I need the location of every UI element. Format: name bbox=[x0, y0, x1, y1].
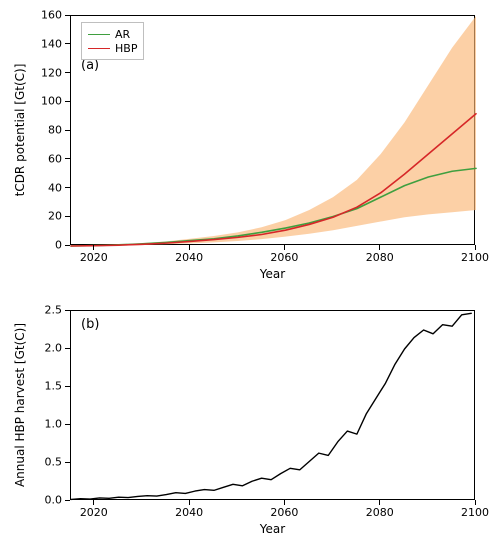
panel-b: (b) bbox=[70, 310, 475, 500]
panel-b-xlabel: Year bbox=[260, 522, 285, 536]
x-tick bbox=[93, 500, 94, 505]
panel-b-ylabel: Annual HBP harvest [Gt(C)] bbox=[13, 323, 27, 487]
x-tick bbox=[93, 245, 94, 250]
panel-a-legend: ARHBP bbox=[81, 22, 144, 60]
panel-a-ylabel: tCDR potential [Gt(C)] bbox=[13, 60, 27, 200]
y-tick bbox=[65, 130, 70, 131]
x-tick bbox=[475, 245, 476, 250]
x-tick bbox=[189, 245, 190, 250]
y-tick-label: 60 bbox=[32, 153, 62, 164]
legend-label: AR bbox=[115, 28, 130, 41]
legend-swatch bbox=[88, 34, 110, 35]
y-tick-label: 40 bbox=[32, 182, 62, 193]
legend-swatch bbox=[88, 48, 110, 49]
panel-a: (a) ARHBP bbox=[70, 15, 475, 245]
y-tick bbox=[65, 158, 70, 159]
x-tick bbox=[475, 500, 476, 505]
y-tick-label: 80 bbox=[32, 125, 62, 136]
x-tick-label: 2040 bbox=[175, 252, 203, 263]
y-tick bbox=[65, 310, 70, 311]
x-tick bbox=[379, 500, 380, 505]
y-tick bbox=[65, 216, 70, 217]
x-tick bbox=[379, 245, 380, 250]
x-tick-label: 2100 bbox=[461, 252, 489, 263]
x-tick-label: 2080 bbox=[366, 507, 394, 518]
y-tick-label: 2.0 bbox=[32, 343, 62, 354]
x-tick-label: 2020 bbox=[80, 252, 108, 263]
y-tick bbox=[65, 348, 70, 349]
y-tick bbox=[65, 43, 70, 44]
y-tick-label: 120 bbox=[32, 67, 62, 78]
x-tick-label: 2060 bbox=[270, 507, 298, 518]
y-tick-label: 0 bbox=[32, 240, 62, 251]
y-tick bbox=[65, 424, 70, 425]
x-tick-label: 2080 bbox=[366, 252, 394, 263]
x-tick-label: 2020 bbox=[80, 507, 108, 518]
y-tick-label: 140 bbox=[32, 38, 62, 49]
x-tick-label: 2040 bbox=[175, 507, 203, 518]
legend-item: HBP bbox=[88, 41, 137, 55]
y-tick-label: 1.0 bbox=[32, 419, 62, 430]
x-tick bbox=[284, 245, 285, 250]
legend-item: AR bbox=[88, 27, 137, 41]
panel-b-plot bbox=[71, 311, 476, 501]
y-tick bbox=[65, 187, 70, 188]
y-tick-label: 0.5 bbox=[32, 457, 62, 468]
y-tick bbox=[65, 245, 70, 246]
y-tick bbox=[65, 500, 70, 501]
y-tick-label: 160 bbox=[32, 10, 62, 21]
y-tick bbox=[65, 15, 70, 16]
figure: (a) ARHBP tCDR potential [Gt(C)] Year (b… bbox=[0, 0, 500, 527]
x-tick bbox=[189, 500, 190, 505]
y-tick bbox=[65, 101, 70, 102]
panel-b-tag: (b) bbox=[81, 317, 99, 332]
x-tick-label: 2060 bbox=[270, 252, 298, 263]
y-tick bbox=[65, 72, 70, 73]
y-tick-label: 2.5 bbox=[32, 305, 62, 316]
x-tick-label: 2100 bbox=[461, 507, 489, 518]
y-tick-label: 20 bbox=[32, 211, 62, 222]
y-tick-label: 0.0 bbox=[32, 495, 62, 506]
panel-a-tag: (a) bbox=[81, 58, 99, 73]
x-tick bbox=[284, 500, 285, 505]
legend-label: HBP bbox=[115, 42, 137, 55]
y-tick-label: 100 bbox=[32, 96, 62, 107]
panel-a-xlabel: Year bbox=[260, 267, 285, 281]
y-tick bbox=[65, 462, 70, 463]
y-tick bbox=[65, 386, 70, 387]
y-tick-label: 1.5 bbox=[32, 381, 62, 392]
